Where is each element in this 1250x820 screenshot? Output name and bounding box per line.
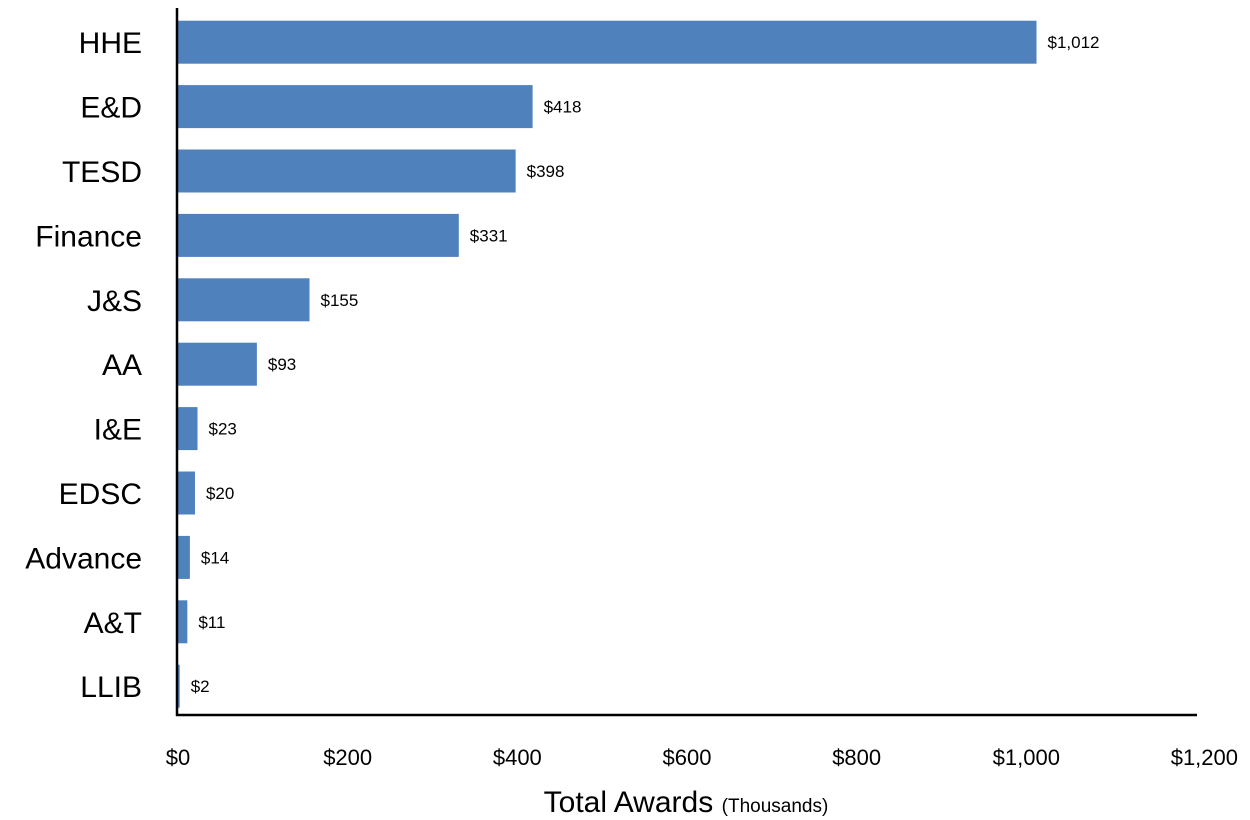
data-label-0: $1,012: [1048, 33, 1100, 52]
category-label-5: AA: [102, 349, 142, 382]
bar-6: [178, 407, 198, 451]
category-labels: HHE E&D TESD Finance J&S AA I&E EDSC Advance A&T L…: [25, 27, 142, 704]
data-label-9: $11: [198, 613, 225, 632]
category-label-0: HHE: [79, 27, 142, 60]
data-label-8: $14: [201, 548, 229, 567]
category-label-6: I&E: [94, 414, 142, 447]
category-label-9: A&T: [84, 607, 142, 640]
category-label-8: Advance: [25, 542, 142, 575]
x-axis-title: Total Awards (Thousands): [544, 786, 829, 819]
x-tick-labels: $0 $200 $400 $600 $800 $1,000 $1,200: [166, 745, 1238, 770]
data-label-4: $155: [320, 291, 358, 310]
data-label-2: $398: [527, 162, 565, 181]
category-label-1: E&D: [80, 92, 142, 125]
data-label-10: $2: [191, 677, 210, 696]
x-tick-label-4: $800: [832, 745, 881, 770]
x-tick-label-5: $1,000: [993, 745, 1060, 770]
bar-10: [178, 664, 180, 708]
category-label-4: J&S: [87, 285, 142, 318]
data-label-5: $93: [268, 355, 296, 374]
x-tick-label-2: $400: [493, 745, 542, 770]
bar-3: [178, 213, 459, 257]
category-label-10: LLIB: [80, 671, 142, 704]
x-axis-title-unit: (Thousands): [722, 796, 829, 817]
x-tick-label-0: $0: [166, 745, 190, 770]
bar-8: [178, 535, 190, 579]
bar-1: [178, 85, 533, 129]
category-label-7: EDSC: [59, 478, 142, 511]
bar-0: [178, 20, 1037, 64]
data-label-1: $418: [544, 98, 582, 117]
category-label-3: Finance: [35, 220, 142, 253]
data-label-6: $23: [209, 420, 237, 439]
x-tick-label-3: $600: [663, 745, 712, 770]
bar-9: [178, 600, 188, 644]
data-label-7: $20: [206, 484, 234, 503]
x-tick-label-6: $1,200: [1171, 745, 1238, 770]
data-label-3: $331: [470, 226, 508, 245]
bar-7: [178, 471, 195, 515]
x-tick-label-1: $200: [323, 745, 372, 770]
x-axis-title-main: Total Awards: [544, 786, 714, 819]
bar-5: [178, 342, 257, 386]
category-label-2: TESD: [62, 156, 142, 189]
bar-4: [178, 278, 310, 322]
bar-2: [178, 149, 516, 193]
bars-group: [178, 20, 1037, 708]
data-labels: $1,012 $418 $398 $331 $155 $93 $23 $20 $14 $11 $2: [191, 33, 1100, 696]
